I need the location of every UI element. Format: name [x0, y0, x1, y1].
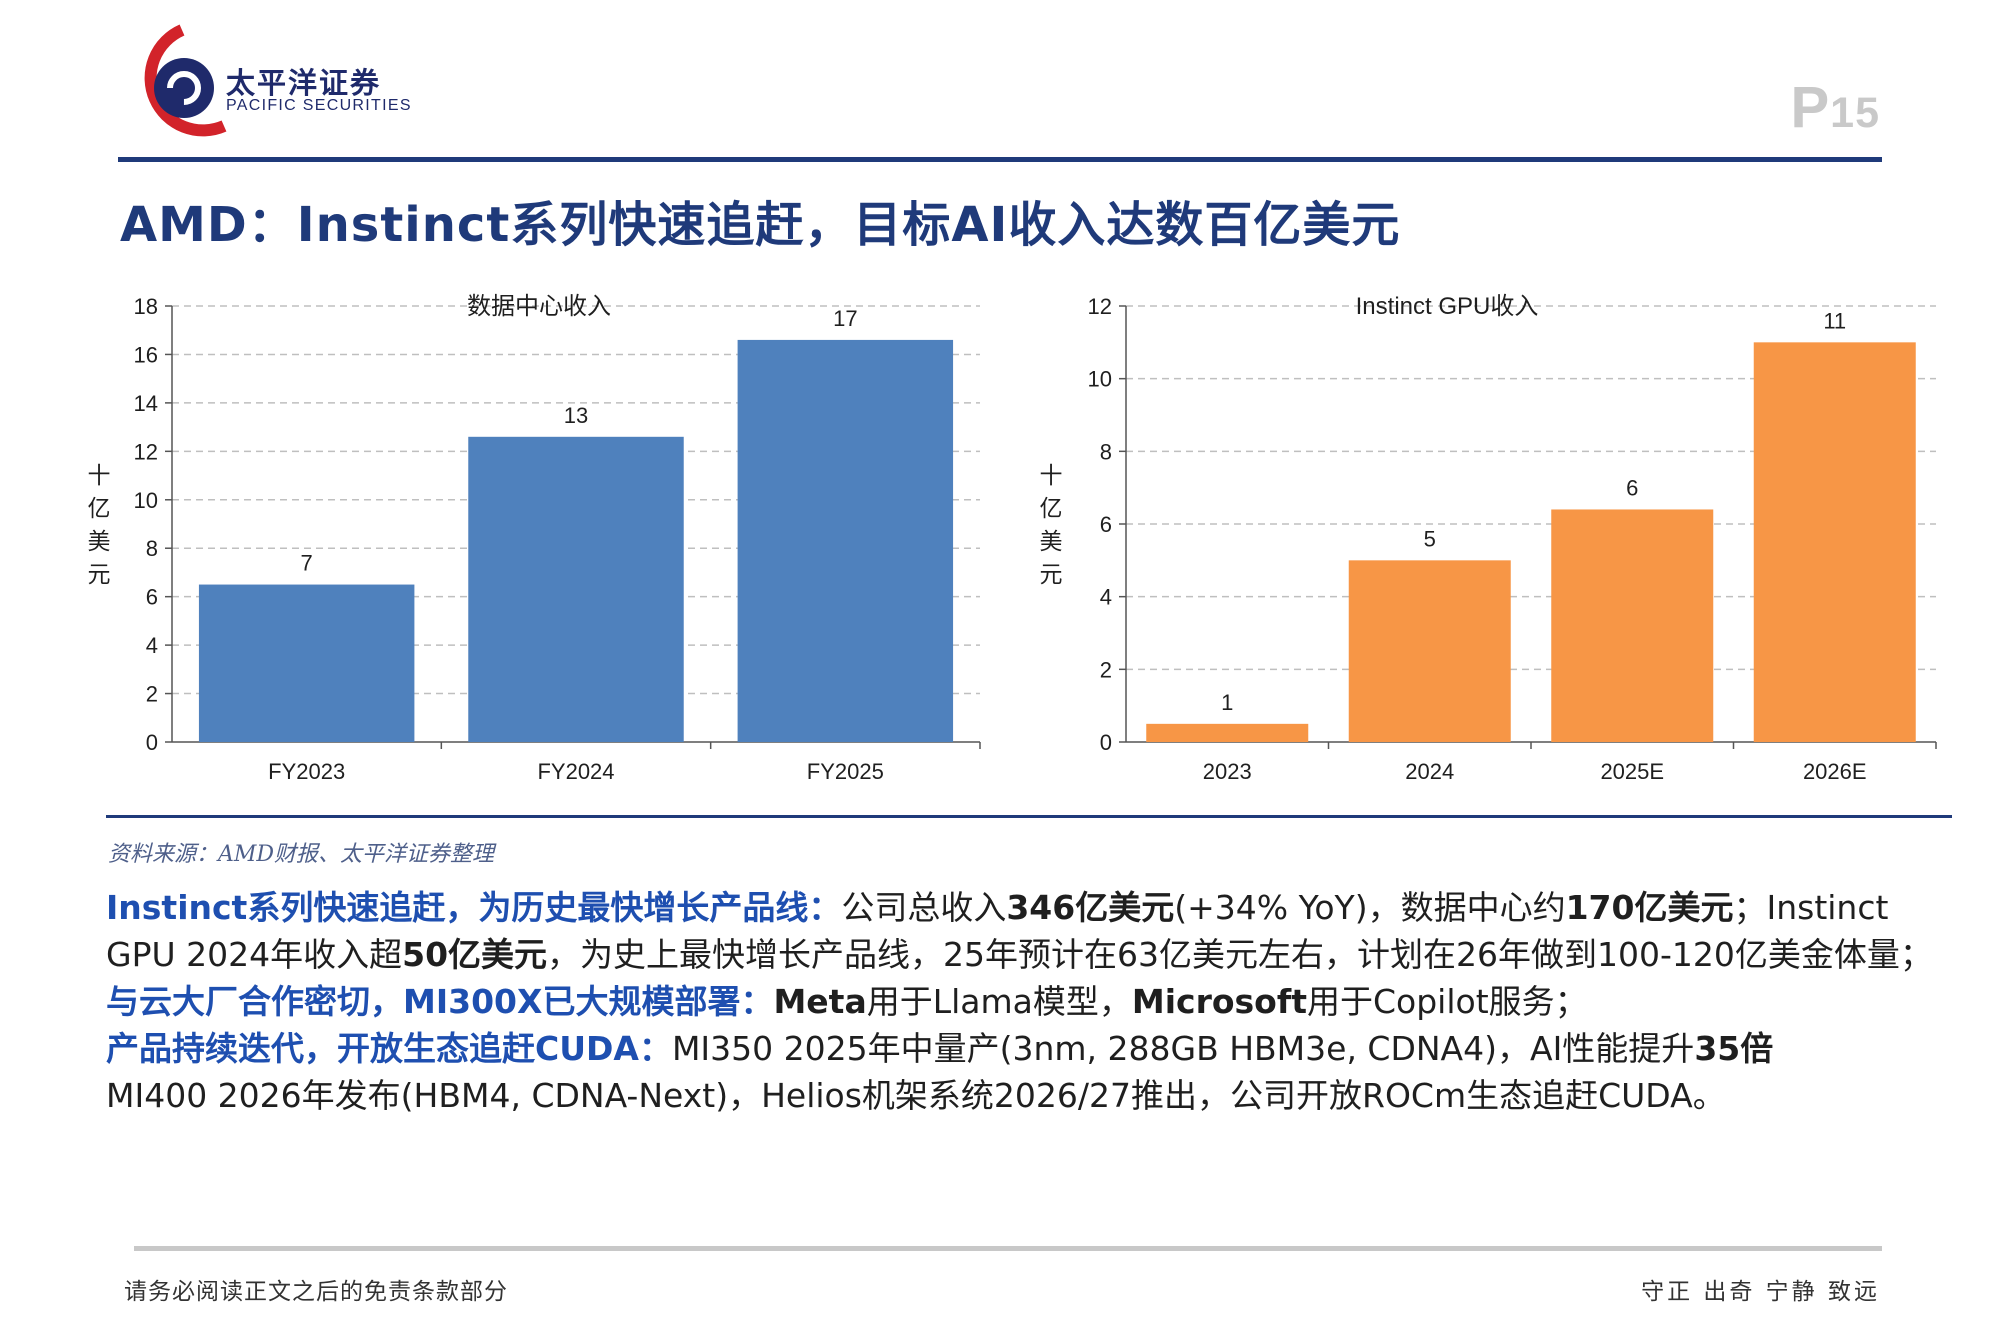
y-tick-label: 8	[1100, 439, 1112, 464]
page-number: P15	[1790, 74, 1880, 141]
bold-value: 35倍	[1694, 1029, 1774, 1068]
bar	[1146, 723, 1309, 742]
section-divider	[106, 815, 1952, 818]
y-tick-label: 6	[146, 585, 158, 610]
highlight-heading: 与云大厂合作密切，MI300X已大规模部署：	[106, 982, 774, 1021]
summary-text: Instinct系列快速追赶，为历史最快增长产品线：公司总收入346亿美元(+3…	[106, 884, 1956, 1119]
instinct-gpu-revenue-chart: 十亿美元 0 2 4 6 8 10 12 1 2023 5 2024 6 2025E 11 2026E Ins…	[1024, 270, 1954, 794]
y-tick-label: 2	[1100, 657, 1112, 682]
data-label: 17	[833, 306, 857, 331]
y-tick-label: 18	[134, 294, 158, 319]
x-tick-label: 2026E	[1803, 759, 1867, 784]
logo-chinese-name: 太平洋证券	[226, 66, 382, 100]
y-tick-label: 0	[146, 730, 158, 755]
header-divider	[118, 157, 1882, 162]
bold-value: 346亿美元	[1006, 888, 1175, 927]
page-title: AMD：Instinct系列快速追赶，目标AI收入达数百亿美元	[120, 197, 1401, 253]
x-tick-label: FY2025	[807, 759, 884, 784]
bar	[1348, 560, 1511, 742]
datacenter-revenue-svg: 0 2 4 6 8 10 12 14 16 18 7 FY2023 13 FY2024 17 FY2025 数据…	[134, 293, 981, 784]
y-tick-label: 2	[146, 682, 158, 707]
data-label: 7	[301, 551, 313, 576]
data-label: 13	[564, 403, 588, 428]
x-tick-label: FY2024	[537, 759, 614, 784]
paragraph-roadmap: 产品持续迭代，开放生态追赶CUDA：MI350 2025年中量产(3nm, 28…	[106, 1025, 1956, 1119]
footer-divider	[134, 1246, 1882, 1251]
bold-value: Microsoft	[1131, 982, 1307, 1021]
bold-value: Meta	[773, 982, 867, 1021]
data-label: 6	[1626, 475, 1638, 500]
page-digits: 15	[1830, 89, 1880, 137]
paragraph-instinct: Instinct系列快速追赶，为历史最快增长产品线：公司总收入346亿美元(+3…	[106, 884, 1956, 978]
highlight-heading: 产品持续迭代，开放生态追赶CUDA：	[106, 1029, 672, 1068]
chart-title: Instinct GPU收入	[1356, 293, 1539, 320]
page-prefix: P	[1790, 75, 1831, 140]
x-tick-label: FY2023	[268, 759, 345, 784]
x-tick-label: 2025E	[1600, 759, 1664, 784]
bar	[468, 436, 684, 742]
y-axis-label-text: 十亿美元	[87, 463, 111, 588]
paragraph-cloud: 与云大厂合作密切，MI300X已大规模部署：Meta用于Llama模型，Micr…	[106, 978, 1956, 1025]
bold-value: 50亿美元	[402, 935, 548, 974]
chart-title: 数据中心收入	[467, 293, 611, 320]
source-note: 资料来源：AMD财报、太平洋证券整理	[108, 842, 495, 867]
data-label: 1	[1221, 690, 1233, 715]
bar	[737, 339, 954, 742]
instinct-gpu-revenue-svg: 0 2 4 6 8 10 12 1 2023 5 2024 6 2025E 11 2026E Instinct…	[1088, 293, 1937, 784]
logo-mark-icon	[144, 24, 227, 137]
y-axis-label: 十亿美元	[1036, 460, 1066, 592]
y-tick-label: 10	[134, 488, 158, 513]
y-tick-label: 4	[1100, 585, 1112, 610]
y-tick-label: 12	[1088, 294, 1112, 319]
datacenter-revenue-chart: 十亿美元 0 2 4 6 8 10 12 14 16 18 7 FY2023 13 FY2024 17 FY2…	[80, 270, 1020, 794]
text-span: (+34% YoY)，数据中心约	[1174, 888, 1566, 927]
disclaimer-note: 请务必阅读正文之后的免责条款部分	[124, 1279, 508, 1305]
y-tick-label: 4	[146, 633, 158, 658]
bar	[198, 584, 415, 742]
text-span: 公司总收入	[841, 888, 1007, 927]
data-label: 11	[1823, 308, 1846, 333]
x-tick-label: 2024	[1405, 759, 1454, 784]
bold-value: 170亿美元	[1565, 888, 1734, 927]
y-tick-label: 16	[134, 342, 158, 367]
bar	[1753, 342, 1916, 742]
company-motto: 守正 出奇 宁静 致远	[1641, 1279, 1880, 1305]
company-logo	[124, 22, 424, 142]
logo-english-name: PACIFIC SECURITIES	[226, 97, 412, 114]
text-span: ；Instinct GPU 2024年收入超	[106, 888, 1889, 974]
y-tick-label: 0	[1100, 730, 1112, 755]
y-axis-label: 十亿美元	[84, 460, 114, 592]
text-span: MI400 2026年发布(HBM4, CDNA-Next)，Helios机架系…	[106, 1076, 1726, 1115]
text-span: MI350 2025年中量产(3nm, 288GB HBM3e, CDNA4)，…	[671, 1029, 1695, 1068]
highlight-heading: Instinct系列快速追赶，为历史最快增长产品线：	[106, 888, 842, 927]
y-tick-label: 12	[134, 439, 158, 464]
text-span: 用于Llama模型，	[866, 982, 1132, 1021]
y-tick-label: 14	[134, 391, 158, 416]
y-tick-label: 6	[1100, 512, 1112, 537]
y-tick-label: 10	[1088, 367, 1112, 392]
bar	[1551, 509, 1714, 742]
x-tick-label: 2023	[1203, 759, 1252, 784]
text-span: 用于Copilot服务；	[1306, 982, 1588, 1021]
data-label: 5	[1424, 526, 1436, 551]
text-span: ，为史上最快增长产品线，25年预计在63亿美元左右，计划在26年做到100-12…	[547, 935, 1933, 974]
y-axis-label-text: 十亿美元	[1039, 463, 1063, 588]
y-tick-label: 8	[146, 536, 158, 561]
